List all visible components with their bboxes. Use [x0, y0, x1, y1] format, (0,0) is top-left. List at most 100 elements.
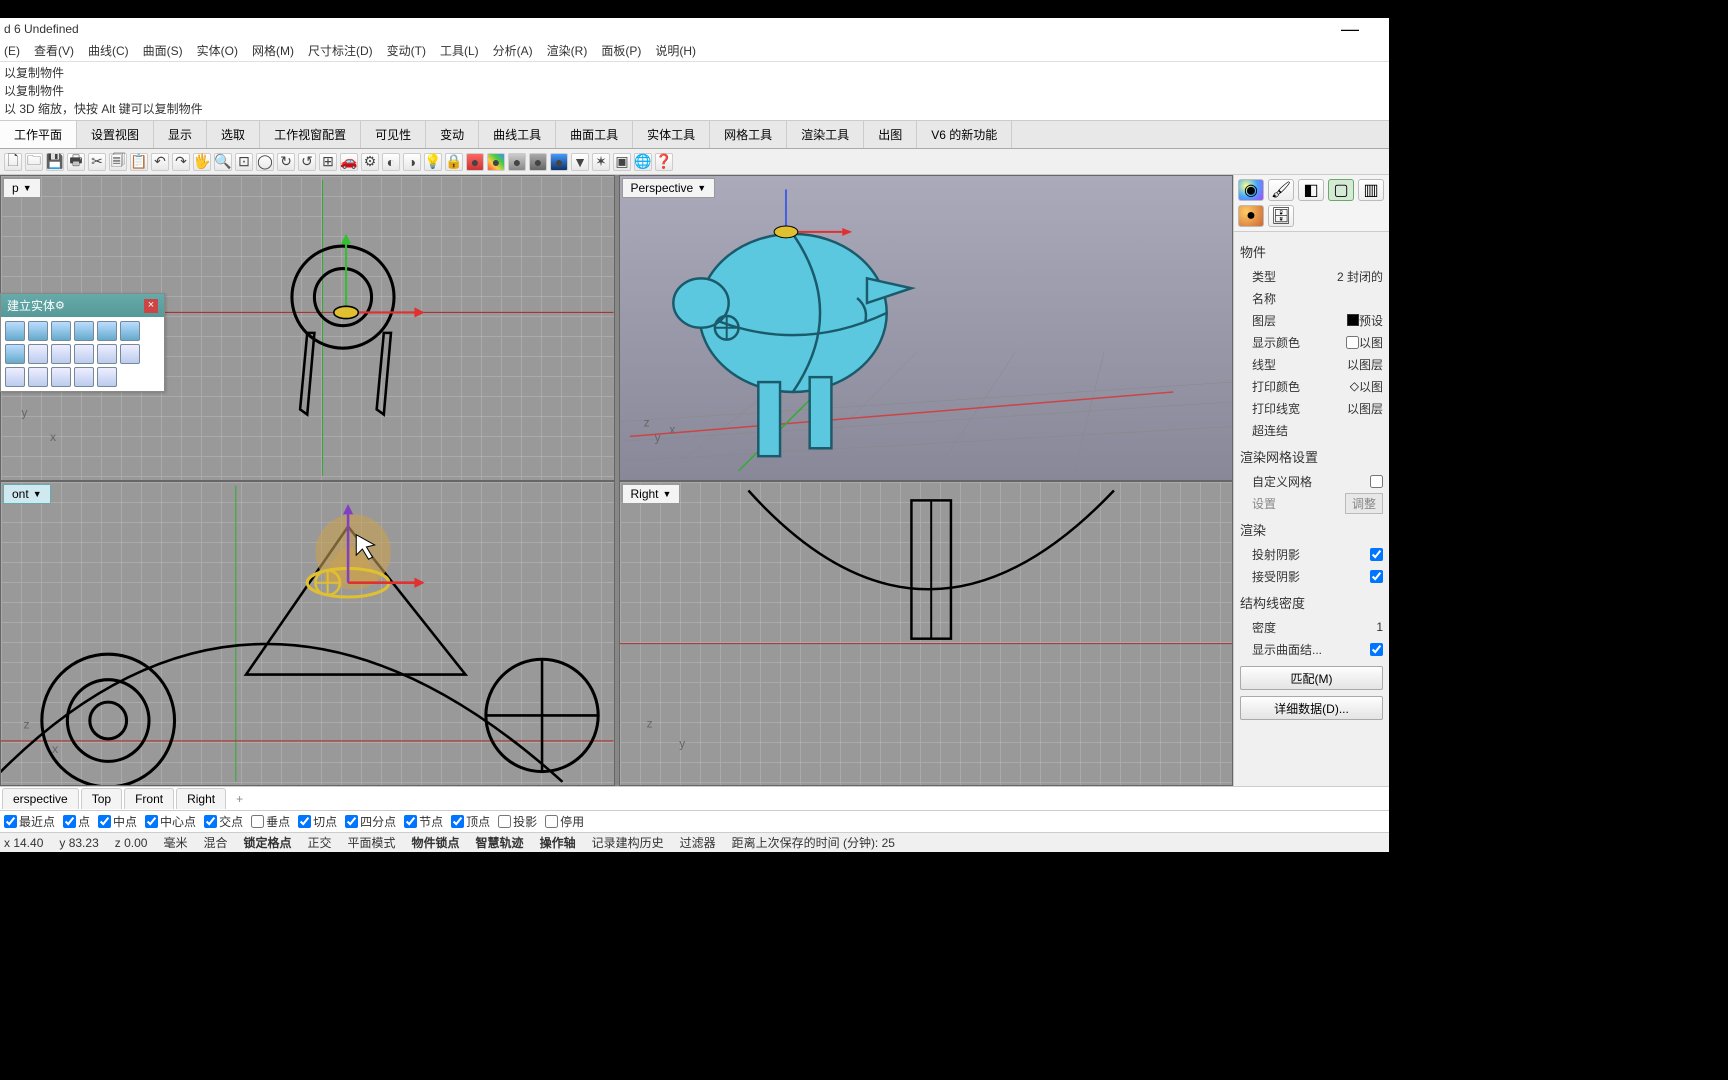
layer-icon[interactable]: ◑: [403, 153, 421, 171]
solids-panel[interactable]: 建立实体 ⚙ ×: [0, 293, 165, 392]
menu-item[interactable]: 分析(A): [493, 42, 533, 59]
tab[interactable]: 选取: [207, 121, 260, 148]
osnap-item[interactable]: 四分点: [345, 813, 396, 830]
osnap-item[interactable]: 顶点: [451, 813, 490, 830]
material-tab-icon[interactable]: 🖌: [1268, 179, 1294, 201]
tab[interactable]: 实体工具: [633, 121, 710, 148]
chevron-down-icon[interactable]: ▼: [33, 489, 42, 499]
planar[interactable]: 平面模式: [348, 834, 396, 851]
open-icon[interactable]: 🗀: [25, 153, 43, 171]
cplane-icon[interactable]: ◐: [382, 153, 400, 171]
ellipsoid-icon[interactable]: [97, 321, 117, 341]
sphere-rainbow-icon[interactable]: ●: [487, 153, 505, 171]
match-button[interactable]: 匹配(M): [1240, 666, 1383, 690]
lock-icon[interactable]: 🔒: [445, 153, 463, 171]
help-icon[interactable]: ❓: [655, 153, 673, 171]
sphere-tab-icon[interactable]: ●: [1238, 205, 1264, 227]
viewport-tab[interactable]: Right: [176, 788, 226, 809]
osnap-item[interactable]: 交点: [204, 813, 243, 830]
minimize-button[interactable]: —: [1341, 19, 1359, 40]
cast-shadow-checkbox[interactable]: [1370, 548, 1383, 561]
smarttrack[interactable]: 智慧轨迹: [476, 834, 524, 851]
viewport-label[interactable]: p▼: [3, 178, 41, 198]
slab-icon[interactable]: [74, 367, 94, 387]
adjust-button[interactable]: 调整: [1345, 493, 1383, 514]
tab[interactable]: 工作平面: [0, 121, 77, 148]
pan-icon[interactable]: 🖐: [193, 153, 211, 171]
menu-item[interactable]: 曲面(S): [143, 42, 183, 59]
prop-value[interactable]: 1: [1376, 620, 1383, 634]
rotate-icon[interactable]: ↻: [277, 153, 295, 171]
menu-item[interactable]: 尺寸标注(D): [308, 42, 373, 59]
mapping-tab-icon[interactable]: ▢: [1328, 179, 1354, 201]
cut-icon[interactable]: ✂: [88, 153, 106, 171]
tab[interactable]: 网格工具: [710, 121, 787, 148]
box-icon[interactable]: [5, 321, 25, 341]
tab[interactable]: 渲染工具: [787, 121, 864, 148]
redo2-icon[interactable]: ↺: [298, 153, 316, 171]
chevron-down-icon[interactable]: ▼: [663, 489, 672, 499]
filter-icon[interactable]: ▼: [571, 153, 589, 171]
menu-item[interactable]: 工具(L): [440, 42, 479, 59]
torus-icon[interactable]: [51, 344, 71, 364]
viewport-right[interactable]: Right▼ z y: [619, 481, 1234, 787]
tab[interactable]: 设置视图: [77, 121, 154, 148]
chevron-down-icon[interactable]: ▼: [23, 183, 32, 193]
tube-icon[interactable]: [74, 321, 94, 341]
sweep-icon[interactable]: [5, 367, 25, 387]
gumball-icon[interactable]: ✶: [592, 153, 610, 171]
sphere-g2-icon[interactable]: ●: [529, 153, 547, 171]
sphere-b-icon[interactable]: ●: [550, 153, 568, 171]
boss-icon[interactable]: [97, 367, 117, 387]
pyramid-icon[interactable]: [28, 344, 48, 364]
menu-item[interactable]: (E): [4, 44, 20, 58]
menu-item[interactable]: 说明(H): [655, 42, 696, 59]
properties-tab-icon[interactable]: ◉: [1238, 179, 1264, 201]
save-icon[interactable]: 💾: [46, 153, 64, 171]
panel-titlebar[interactable]: 建立实体 ⚙ ×: [1, 294, 164, 317]
grid-snap[interactable]: 锁定格点: [243, 834, 291, 851]
gear-icon[interactable]: ⚙: [55, 299, 65, 312]
4view-icon[interactable]: ⊞: [319, 153, 337, 171]
osnap-item[interactable]: 中点: [98, 813, 137, 830]
history[interactable]: 记录建构历史: [592, 834, 664, 851]
menu-item[interactable]: 面板(P): [601, 42, 641, 59]
menu-item[interactable]: 实体(O): [197, 42, 238, 59]
redo-icon[interactable]: ↷: [172, 153, 190, 171]
osnap-item[interactable]: 最近点: [4, 813, 55, 830]
gumball-toggle[interactable]: 操作轴: [540, 834, 576, 851]
box-icon[interactable]: ▣: [613, 153, 631, 171]
copy-icon[interactable]: 🗐: [109, 153, 127, 171]
viewport-label[interactable]: ont▼: [3, 484, 51, 504]
paste-icon[interactable]: 📋: [130, 153, 148, 171]
extrude-icon[interactable]: [97, 344, 117, 364]
osnap-item[interactable]: 投影: [498, 813, 537, 830]
menu-item[interactable]: 变动(T): [387, 42, 426, 59]
viewport-tab[interactable]: Front: [124, 788, 174, 809]
tab[interactable]: 可见性: [361, 121, 426, 148]
text-icon[interactable]: [51, 367, 71, 387]
db-tab-icon[interactable]: 🗄: [1268, 205, 1294, 227]
filter[interactable]: 过滤器: [680, 834, 716, 851]
texture-tab-icon[interactable]: ◧: [1298, 179, 1324, 201]
osnap-item[interactable]: 切点: [298, 813, 337, 830]
tab[interactable]: 曲线工具: [479, 121, 556, 148]
viewport-tab[interactable]: erspective: [2, 788, 79, 809]
viewport-front[interactable]: ont▼: [0, 481, 615, 787]
display-color-checkbox[interactable]: [1346, 336, 1359, 349]
menu-item[interactable]: 查看(V): [34, 42, 74, 59]
tab[interactable]: 工作视窗配置: [260, 121, 361, 148]
viewport-label[interactable]: Right▼: [622, 484, 681, 504]
paraboloid-icon[interactable]: [120, 321, 140, 341]
menu-item[interactable]: 网格(M): [252, 42, 294, 59]
osnap-item[interactable]: 中心点: [145, 813, 196, 830]
cylinder-icon[interactable]: [28, 321, 48, 341]
menu-item[interactable]: 曲线(C): [88, 42, 129, 59]
cone-icon[interactable]: [5, 344, 25, 364]
loft-icon[interactable]: [28, 367, 48, 387]
tab[interactable]: 显示: [154, 121, 207, 148]
osnap-item[interactable]: 停用: [545, 813, 584, 830]
light-icon[interactable]: 💡: [424, 153, 442, 171]
pipe-icon[interactable]: [74, 344, 94, 364]
print-icon[interactable]: 🖶: [67, 153, 85, 171]
